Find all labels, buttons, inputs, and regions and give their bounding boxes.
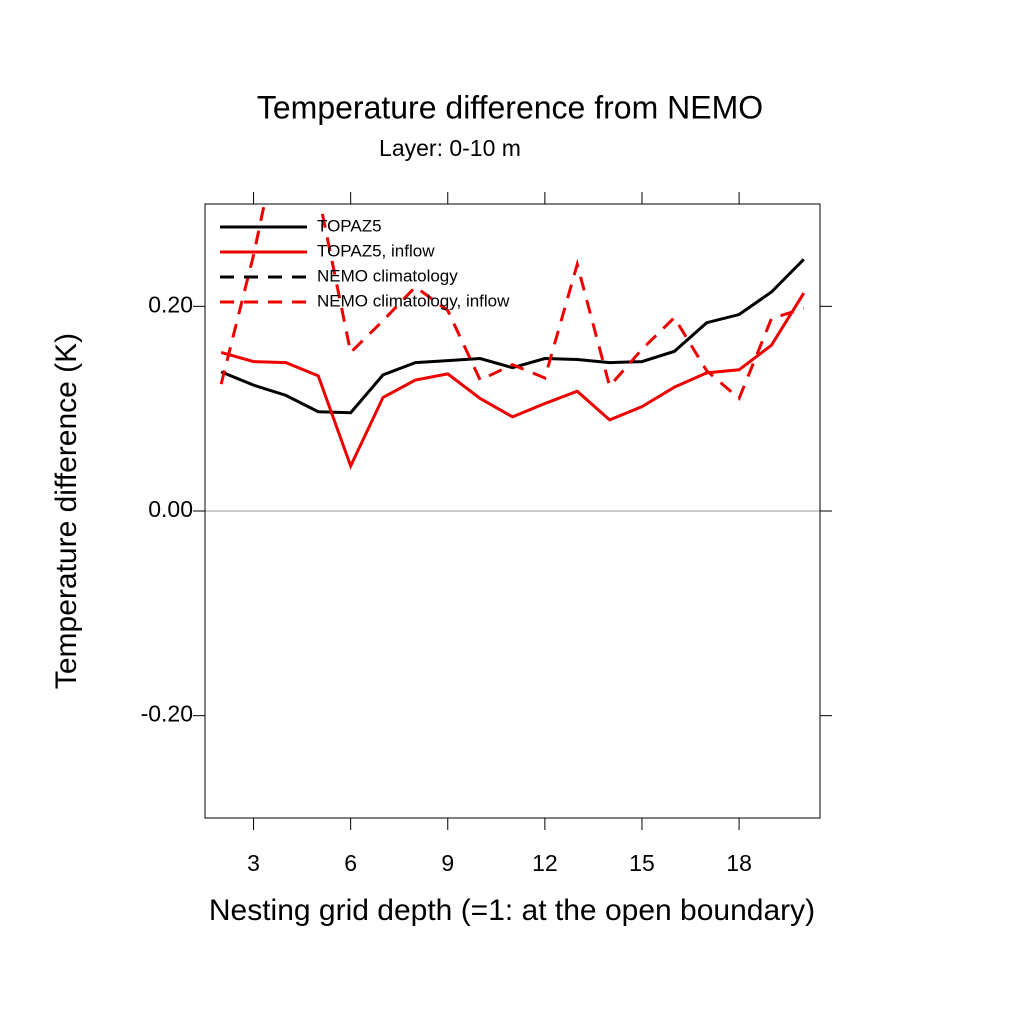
- y-axis-label: Temperature difference (K): [50, 333, 83, 689]
- legend-label: NEMO climatology: [317, 266, 458, 285]
- plot-frame: [204, 203, 821, 819]
- x-tick-label: 6: [344, 850, 357, 876]
- x-tick-label: 12: [532, 850, 558, 876]
- x-axis-label: Nesting grid depth (=1: at the open boun…: [209, 894, 815, 927]
- series-line: [219, 204, 805, 401]
- series-line: [220, 258, 805, 415]
- plot-area: [219, 204, 806, 470]
- legend-label: NEMO climatology, inflow: [317, 291, 510, 310]
- y-tick-label: -0.20: [141, 701, 193, 727]
- legend-label: TOPAZ5, inflow: [317, 241, 435, 260]
- x-tick-label: 15: [629, 850, 655, 876]
- series-line: [220, 292, 806, 470]
- legend-label: TOPAZ5: [317, 216, 382, 235]
- chart-title: Temperature difference from NEMO: [257, 89, 763, 125]
- y-tick-label: 0.00: [148, 496, 193, 522]
- x-tick-label: 18: [726, 850, 752, 876]
- x-tick-label: 9: [441, 850, 454, 876]
- y-tick-label: 0.20: [148, 291, 193, 317]
- chart-subtitle: Layer: 0-10 m: [379, 135, 521, 161]
- x-tick-label: 3: [247, 850, 260, 876]
